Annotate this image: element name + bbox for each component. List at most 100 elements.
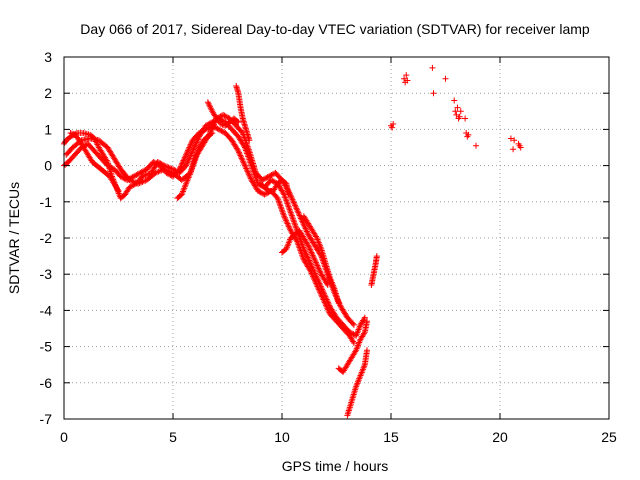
data-point-marker <box>211 119 218 126</box>
data-point-marker <box>290 199 297 206</box>
data-point-marker <box>264 187 271 194</box>
data-point-marker <box>321 299 328 306</box>
data-point-marker <box>306 266 313 273</box>
data-point-marker <box>307 269 314 276</box>
data-point-marker <box>335 300 342 307</box>
data-point-marker <box>200 127 207 134</box>
data-point-marker <box>507 135 514 142</box>
data-point-marker <box>158 167 165 174</box>
data-point-marker <box>302 225 309 232</box>
data-point-marker <box>452 108 459 115</box>
data-point-marker <box>188 151 195 158</box>
y-tick-label: -3 <box>40 266 53 282</box>
data-point-marker <box>224 114 231 121</box>
x-tick-label: 5 <box>169 429 177 445</box>
data-point-marker <box>311 255 318 262</box>
data-point-marker <box>314 283 321 290</box>
data-point-marker <box>292 202 299 209</box>
data-point-marker <box>301 222 308 229</box>
data-point-marker <box>295 209 302 216</box>
data-point-marker <box>320 296 327 303</box>
data-point-marker <box>267 172 274 179</box>
data-point-marker <box>186 144 193 151</box>
data-point-marker <box>141 167 148 174</box>
data-point-marker <box>303 227 310 234</box>
data-point-marker <box>307 246 314 253</box>
data-point-marker <box>462 115 469 122</box>
data-point-marker <box>241 162 248 169</box>
data-point-marker <box>300 221 307 228</box>
x-tick-label: 0 <box>60 429 68 445</box>
data-point-marker <box>67 130 74 137</box>
data-point-marker <box>156 168 163 175</box>
data-point-marker <box>258 190 265 197</box>
data-point-marker <box>323 302 330 309</box>
data-point-marker <box>236 151 243 158</box>
data-point-marker <box>430 90 437 97</box>
data-point-marker <box>245 171 252 178</box>
data-point-marker <box>456 113 463 120</box>
data-point-marker <box>307 248 314 255</box>
data-point-marker <box>155 168 162 175</box>
data-point-marker <box>183 161 190 168</box>
data-point-marker <box>454 104 461 111</box>
data-point-marker <box>220 111 227 118</box>
data-point-marker <box>310 253 317 260</box>
data-point-marker <box>178 161 185 168</box>
data-point-marker <box>303 251 310 258</box>
data-points <box>61 64 524 419</box>
data-point-marker <box>245 169 252 176</box>
data-point-marker <box>235 119 242 126</box>
data-point-marker <box>294 206 301 213</box>
data-point-marker <box>316 287 323 294</box>
data-point-marker <box>349 320 356 327</box>
data-point-marker <box>246 172 253 179</box>
data-point-marker <box>202 126 209 133</box>
data-point-marker <box>196 130 203 137</box>
data-point-marker <box>201 127 208 134</box>
data-point-marker <box>319 295 326 302</box>
data-point-marker <box>115 187 122 194</box>
data-point-marker <box>179 158 186 165</box>
data-point-marker <box>313 233 320 240</box>
data-point-marker <box>315 265 322 272</box>
data-point-marker <box>304 253 311 260</box>
data-point-marker <box>126 177 133 184</box>
data-point-marker <box>217 120 224 127</box>
data-point-marker <box>319 293 326 300</box>
x-tick-label: 20 <box>492 429 508 445</box>
data-point-marker <box>218 127 225 134</box>
data-point-marker <box>256 188 263 195</box>
data-point-marker <box>181 156 188 163</box>
y-tick-label: 1 <box>44 121 52 137</box>
data-point-marker <box>188 140 195 147</box>
data-point-marker <box>510 146 517 153</box>
data-point-marker <box>313 280 320 287</box>
data-point-marker <box>188 149 195 156</box>
data-point-marker <box>189 148 196 155</box>
data-point-marker <box>210 122 217 129</box>
data-point-marker <box>290 198 297 205</box>
data-point-marker <box>187 153 194 160</box>
data-point-marker <box>130 173 137 180</box>
data-point-marker <box>190 145 197 152</box>
data-point-marker <box>185 145 192 152</box>
data-point-marker <box>316 268 323 275</box>
data-point-marker <box>315 286 322 293</box>
y-tick-label: 2 <box>44 85 52 101</box>
data-point-marker <box>297 214 304 221</box>
grid-lines <box>64 57 609 419</box>
data-point-marker <box>263 174 270 181</box>
data-point-marker <box>265 173 272 180</box>
data-point-marker <box>261 175 268 182</box>
data-point-marker <box>293 205 300 212</box>
y-tick-label: -4 <box>40 302 53 318</box>
data-point-marker <box>150 158 157 165</box>
data-point-marker <box>317 269 324 276</box>
data-point-marker <box>242 164 249 171</box>
data-point-marker <box>314 263 321 270</box>
data-point-marker <box>107 164 114 171</box>
data-point-marker <box>197 129 204 136</box>
data-point-marker <box>151 159 158 166</box>
data-point-marker <box>323 280 330 287</box>
